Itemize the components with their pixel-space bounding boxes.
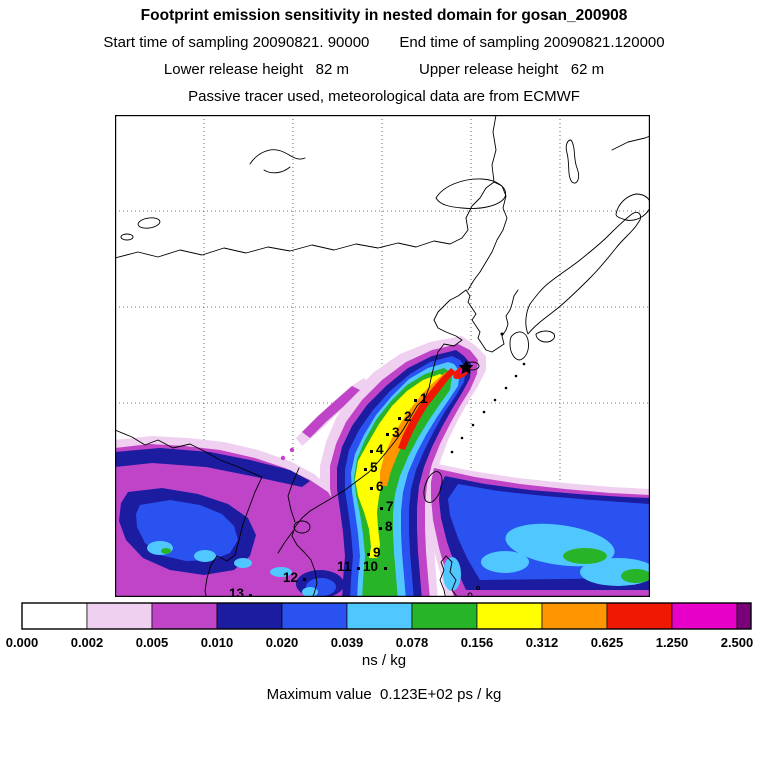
continental-north-coastline — [115, 181, 508, 291]
mekong-line — [287, 467, 300, 523]
hainan-coastline — [293, 520, 311, 534]
colorbar-tick: 0.312 — [526, 635, 559, 650]
trajectory-label: 2 — [404, 409, 412, 424]
lake-baikal-line2 — [263, 166, 291, 174]
coastlines — [115, 115, 650, 597]
trajectory-dot — [398, 417, 401, 420]
trajectory-dot — [370, 450, 373, 453]
sampling-times-row: Start time of sampling 20090821. 90000 E… — [0, 34, 768, 51]
colorbar-unit-label: ns / kg — [361, 652, 407, 669]
trajectory-dot — [303, 578, 306, 581]
end-time-label: End time of sampling 20090821.120000 — [399, 34, 665, 51]
colorbar-tick: 1.250 — [656, 635, 689, 650]
colorbar-frame — [21, 602, 752, 630]
korea-coastline — [465, 289, 519, 353]
upper-release-height-label: Upper release height 62 m — [419, 61, 605, 78]
colorbar-cell — [21, 602, 88, 630]
luzon-coastline — [439, 555, 458, 597]
shikoku-coastline — [535, 330, 555, 343]
trajectory-label: 4 — [376, 442, 384, 457]
colorbar-tick: 0.010 — [201, 635, 234, 650]
lake-northwest-1 — [137, 217, 161, 229]
plume-level-0156 — [355, 374, 443, 558]
trajectory-label: 12 — [283, 570, 298, 585]
colorbar-cell — [346, 602, 413, 630]
colorbar-tick: 0.625 — [591, 635, 624, 650]
inland-lake-blob — [435, 178, 506, 209]
colorbar-tick: 0.005 — [136, 635, 169, 650]
colorbar-cell — [216, 602, 283, 630]
trajectory-label: 1 — [420, 391, 428, 406]
maximum-value-label: Maximum value 0.123E+02 ps / kg — [266, 686, 502, 703]
trajectory-label: 6 — [376, 479, 384, 494]
colorbar-tick: 2.500 — [721, 635, 754, 650]
trajectory-dot — [364, 468, 367, 471]
colorbar-cells — [21, 602, 752, 630]
colorbar-cell — [86, 602, 153, 630]
philippine-islet-2 — [476, 586, 480, 590]
indochina-gulf-coastline — [204, 476, 263, 597]
trajectory-label: 5 — [370, 460, 378, 475]
trajectory-dot — [386, 433, 389, 436]
colorbar-tick: 0.002 — [71, 635, 104, 650]
okhotsk-coast-segment — [611, 135, 650, 151]
colorbar-cell-overflow — [736, 602, 752, 630]
trajectory-dot — [367, 553, 370, 556]
colorbar-tick: 0.000 — [6, 635, 39, 650]
trajectory-label: 11 — [337, 559, 352, 574]
colorbar-cell — [606, 602, 673, 630]
lake-northwest-2 — [120, 233, 134, 241]
trajectory-dot — [379, 527, 382, 530]
trajectory-label: 7 — [386, 499, 394, 514]
colorbar-tick: 0.156 — [461, 635, 494, 650]
indochina-border-1 — [277, 530, 294, 554]
trajectory-dot — [380, 507, 383, 510]
southwest-border-line — [115, 429, 263, 478]
footprint-map: 1 2 3 4 5 6 7 8 9 10 11 12 13 — [115, 115, 650, 597]
taiwan-coastline — [423, 471, 443, 503]
colorbar-ticks: 0.000 0.002 0.005 0.010 0.020 0.039 0.07… — [6, 635, 754, 650]
north-inland-line — [491, 115, 497, 183]
trajectory-dot — [384, 567, 387, 570]
colorbar-cell — [476, 602, 543, 630]
page-title: Footprint emission sensitivity in nested… — [140, 7, 628, 24]
trajectory-label: 3 — [392, 425, 400, 440]
colorbar-cell — [411, 602, 478, 630]
colorbar-cell — [151, 602, 218, 630]
china-east-coastline — [291, 289, 467, 597]
trajectory-label: 9 — [373, 545, 381, 560]
trajectory-label: 10 — [363, 559, 378, 574]
colorbar-cell — [281, 602, 348, 630]
colorbar-cell — [671, 602, 738, 630]
sakhalin-coastline — [565, 139, 580, 184]
trajectory-label: 13 — [229, 586, 245, 597]
receptor-star-icon — [458, 360, 474, 374]
start-time-label: Start time of sampling 20090821. 90000 — [103, 34, 370, 51]
honshu-coastline — [525, 211, 641, 335]
trajectory-dot — [414, 399, 417, 402]
philippine-islet-1 — [467, 592, 473, 597]
trajectory-dot — [357, 567, 360, 570]
colorbar-tick: 0.039 — [331, 635, 364, 650]
colorbar-tick: 0.078 — [396, 635, 429, 650]
lake-baikal-line — [249, 149, 306, 165]
colorbar-tick: 0.020 — [266, 635, 299, 650]
release-heights-row: Lower release height 82 m Upper release … — [0, 61, 768, 78]
colorbar-cell — [541, 602, 608, 630]
ryukyu-islands — [450, 332, 526, 454]
trajectory-label: 8 — [385, 519, 393, 534]
hokkaido-coastline — [615, 193, 650, 221]
trajectory-dot — [249, 594, 252, 597]
tracer-info-label: Passive tracer used, meteorological data… — [188, 88, 580, 105]
trajectory-points: 1 2 3 4 5 6 7 8 9 10 11 12 13 — [229, 391, 428, 597]
lower-release-height-label: Lower release height 82 m — [163, 61, 349, 78]
map-border — [115, 115, 650, 597]
kyushu-coastline — [509, 331, 529, 361]
colorbar: 0.000 0.002 0.005 0.010 0.020 0.039 0.07… — [6, 602, 754, 650]
trajectory-dot — [370, 487, 373, 490]
